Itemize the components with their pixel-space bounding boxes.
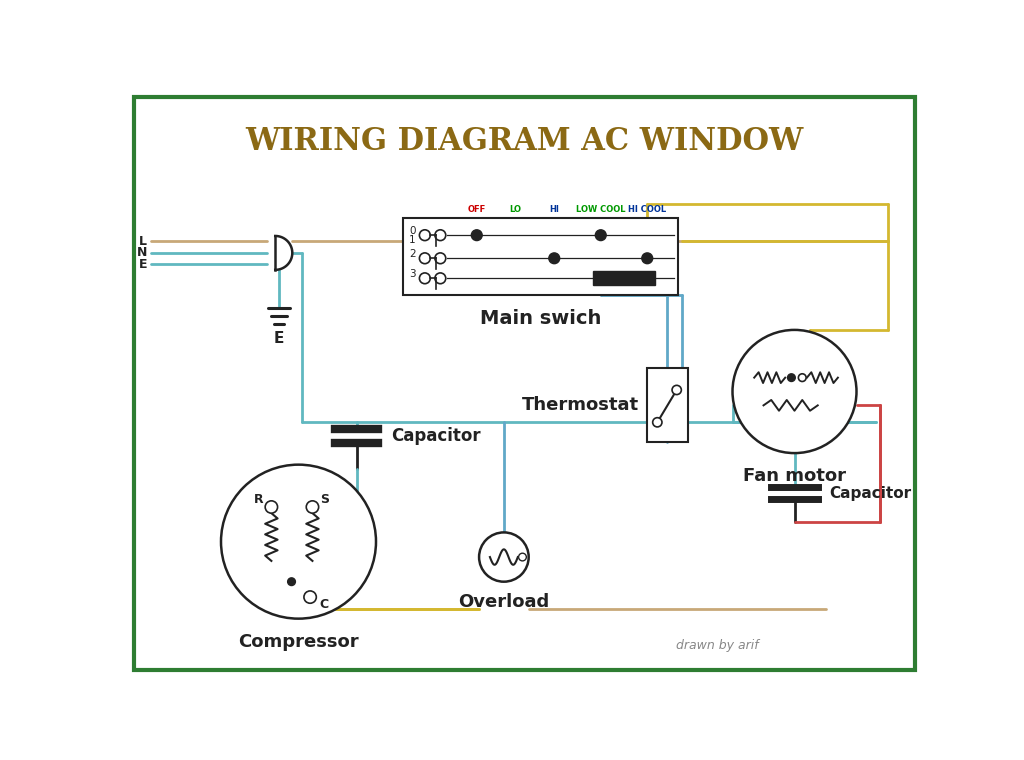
Circle shape bbox=[787, 374, 796, 382]
Text: Main swich: Main swich bbox=[479, 309, 601, 328]
Circle shape bbox=[306, 501, 318, 513]
Circle shape bbox=[549, 253, 560, 264]
Text: 3: 3 bbox=[410, 269, 416, 279]
Circle shape bbox=[672, 385, 681, 394]
Circle shape bbox=[652, 418, 662, 427]
Circle shape bbox=[518, 553, 526, 561]
Text: HI COOL: HI COOL bbox=[628, 205, 667, 214]
Circle shape bbox=[732, 330, 856, 453]
Text: Compressor: Compressor bbox=[239, 632, 358, 651]
Circle shape bbox=[265, 501, 278, 513]
Circle shape bbox=[435, 253, 445, 264]
Text: E: E bbox=[274, 331, 285, 347]
Bar bbox=[593, 271, 655, 285]
Text: HI: HI bbox=[549, 205, 559, 214]
Text: R: R bbox=[254, 492, 263, 506]
Circle shape bbox=[435, 273, 445, 283]
Circle shape bbox=[479, 533, 528, 581]
Text: WIRING DIAGRAM AC WINDOW: WIRING DIAGRAM AC WINDOW bbox=[246, 125, 804, 157]
Circle shape bbox=[642, 253, 652, 264]
Text: 2: 2 bbox=[410, 249, 416, 258]
Circle shape bbox=[435, 230, 445, 241]
Text: drawn by arif: drawn by arif bbox=[676, 639, 759, 652]
Circle shape bbox=[471, 230, 482, 241]
Text: S: S bbox=[321, 492, 329, 506]
Text: C: C bbox=[319, 598, 329, 611]
Text: LOW COOL: LOW COOL bbox=[575, 205, 626, 214]
Circle shape bbox=[288, 578, 295, 585]
Text: Overload: Overload bbox=[459, 594, 550, 611]
Bar bbox=[403, 218, 678, 295]
Bar bbox=[647, 369, 687, 442]
Text: E: E bbox=[139, 258, 147, 271]
Text: 0: 0 bbox=[410, 226, 416, 236]
Circle shape bbox=[420, 230, 430, 241]
Text: N: N bbox=[137, 246, 147, 259]
Text: Thermostat: Thermostat bbox=[522, 396, 640, 413]
Text: Fan motor: Fan motor bbox=[743, 467, 846, 485]
Text: Capacitor: Capacitor bbox=[829, 486, 911, 501]
Text: OFF: OFF bbox=[468, 205, 485, 214]
Circle shape bbox=[799, 374, 806, 382]
Text: 1: 1 bbox=[410, 235, 416, 245]
Text: Capacitor: Capacitor bbox=[391, 427, 481, 445]
Circle shape bbox=[420, 273, 430, 283]
Circle shape bbox=[420, 253, 430, 264]
Circle shape bbox=[595, 230, 606, 241]
Text: LO: LO bbox=[510, 205, 521, 214]
Circle shape bbox=[304, 591, 316, 603]
Circle shape bbox=[221, 464, 376, 619]
Text: L: L bbox=[139, 235, 147, 248]
